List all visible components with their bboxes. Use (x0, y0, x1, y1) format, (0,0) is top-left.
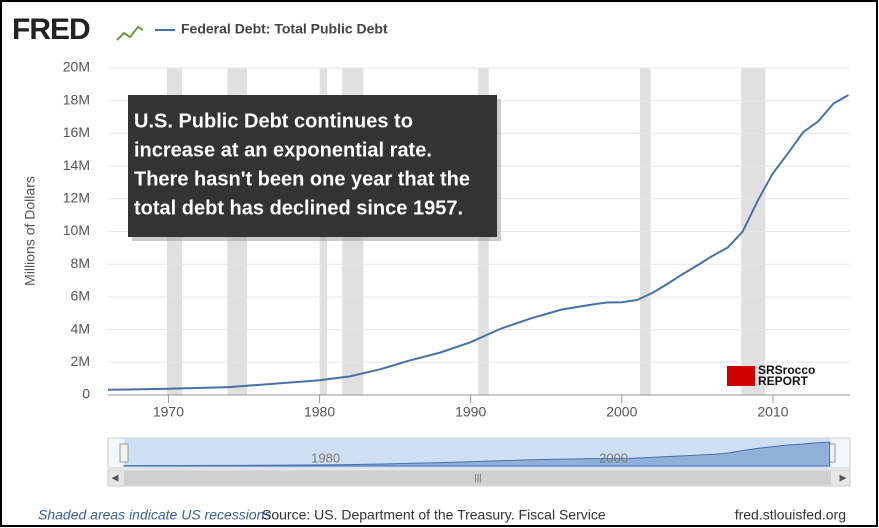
scroll-right[interactable]: ▶ (840, 472, 847, 482)
y-axis-label: Millions of Dollars (22, 176, 38, 286)
x-tick-label: 1980 (304, 404, 335, 420)
annotation-text: total debt has declined since 1957. (134, 197, 463, 219)
y-tick-label: 14M (63, 157, 90, 173)
x-tick-label: 2010 (757, 404, 788, 420)
y-tick-label: 12M (63, 190, 90, 206)
watermark-badge (727, 366, 755, 386)
scrollbar-thumb[interactable] (124, 471, 831, 485)
annotation-text: increase at an exponential rate. (134, 139, 432, 161)
y-tick-label: 4M (71, 320, 90, 336)
x-tick-label: 2000 (606, 404, 637, 420)
logo-icon (116, 25, 144, 41)
watermark-text: SRSrocco (758, 363, 815, 377)
annotation-text: There hasn't been one year that the (134, 168, 470, 190)
navigator-label: 2000 (599, 450, 628, 465)
navigator-label: 1980 (311, 450, 340, 465)
y-tick-label: 6M (71, 288, 90, 304)
source: Source: US. Department of the Treasury. … (262, 507, 606, 523)
site: fred.stlouisfed.org (735, 507, 846, 523)
annotation-text: U.S. Public Debt continues to (134, 110, 413, 132)
y-tick-label: 20M (63, 59, 90, 75)
scroll-grip: ||| (474, 472, 481, 482)
y-tick-label: 16M (63, 124, 90, 140)
series-line (107, 94, 849, 391)
legend-label: Federal Debt: Total Public Debt (181, 21, 388, 37)
x-tick-label: 1970 (153, 404, 184, 420)
y-tick-label: 0 (82, 386, 90, 402)
navigator-area (123, 441, 831, 467)
annotation-box (128, 95, 497, 237)
y-tick-label: 2M (71, 353, 90, 369)
y-tick-label: 10M (63, 222, 90, 238)
logo: FRED (12, 13, 90, 46)
navigator-handle[interactable] (119, 443, 129, 463)
scroll-left[interactable]: ◀ (112, 472, 119, 482)
recession-note: Shaded areas indicate US recessions (38, 507, 271, 523)
y-tick-label: 8M (71, 255, 90, 271)
x-tick-label: 1990 (455, 404, 486, 420)
y-tick-label: 18M (63, 91, 90, 107)
watermark-text: REPORT (758, 374, 809, 388)
